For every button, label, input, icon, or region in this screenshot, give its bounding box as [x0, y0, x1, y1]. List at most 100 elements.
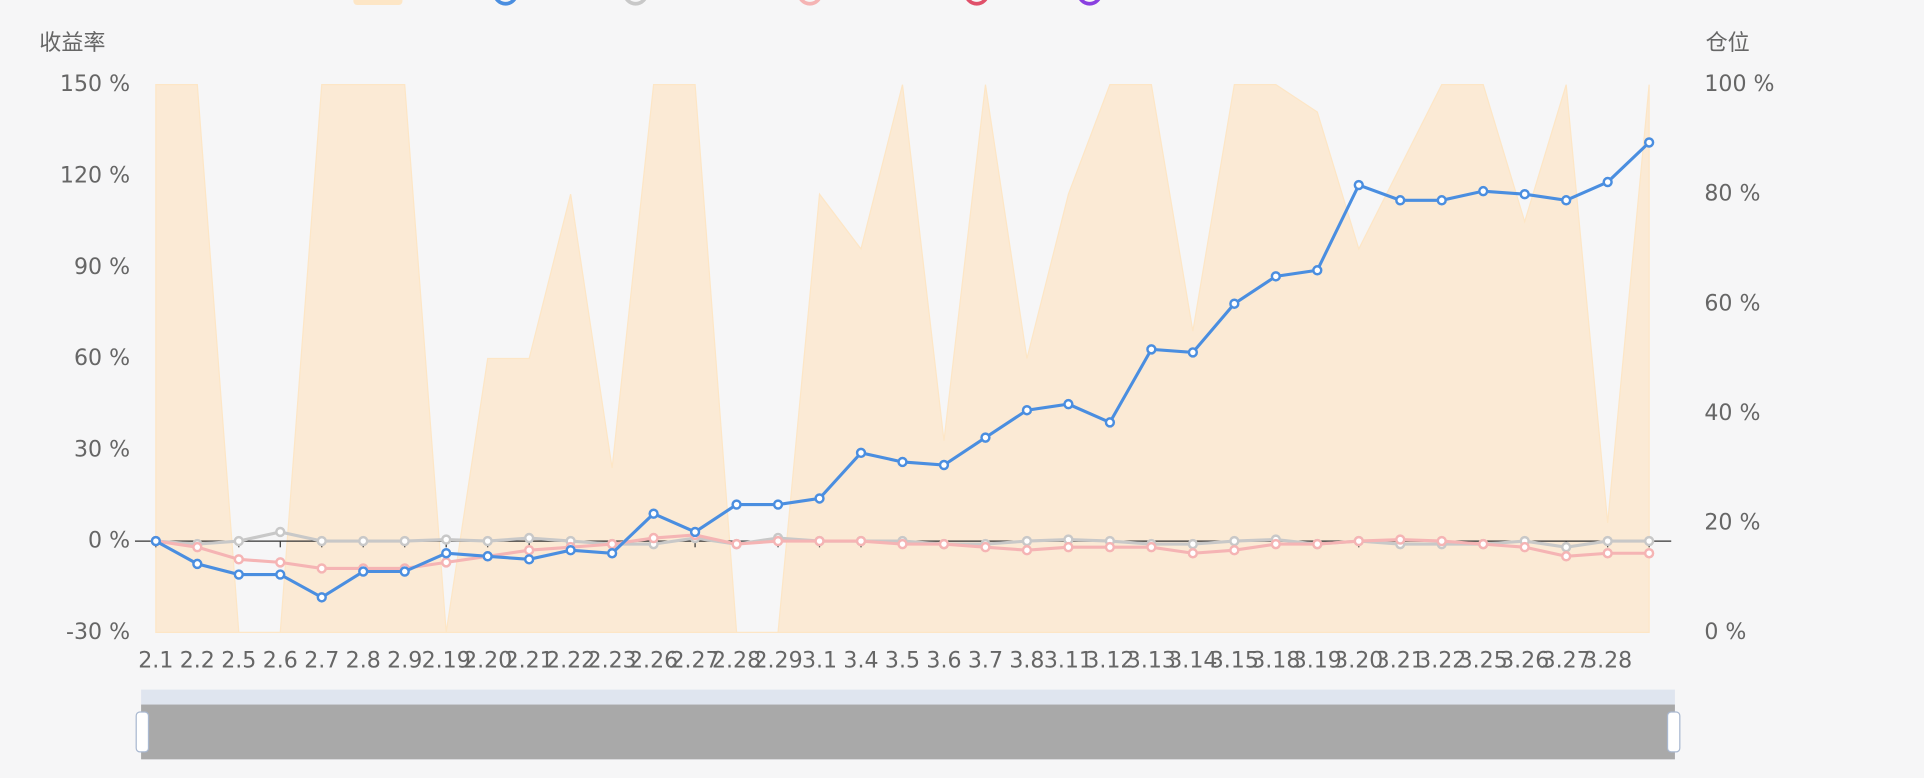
y-axis-label: 收益率 — [39, 30, 105, 56]
x-tick-label: 3.20 — [1334, 647, 1383, 673]
point — [1270, 271, 1281, 282]
zoom-handle-right[interactable] — [1666, 711, 1681, 753]
point — [316, 563, 327, 574]
point — [606, 538, 618, 550]
point — [1602, 548, 1613, 559]
x-tick-label: 2.7 — [304, 647, 339, 673]
x-tick-label: 3.18 — [1251, 647, 1300, 673]
point — [1643, 137, 1655, 148]
point — [689, 526, 701, 538]
x-tick-label: 3.6 — [926, 647, 961, 673]
y-tick-label: -30 % — [66, 619, 130, 645]
point — [1353, 535, 1364, 547]
point — [1312, 538, 1323, 550]
point — [1021, 535, 1033, 547]
point — [1436, 535, 1447, 547]
point — [441, 548, 452, 559]
point — [441, 557, 452, 568]
x-tick-label: 3.21 — [1376, 647, 1425, 673]
x-tick-label: 3.11 — [1044, 647, 1093, 673]
point — [358, 566, 369, 577]
point — [814, 535, 825, 547]
x-tick-label: 3.8 — [1009, 647, 1044, 673]
x-tick-label: 3.15 — [1210, 647, 1259, 673]
x-tick-label: 2.22 — [546, 647, 595, 673]
legend-icon — [966, 0, 988, 6]
point — [980, 432, 991, 443]
point — [1561, 195, 1572, 206]
y2-axis-label: 仓位 — [1706, 30, 1750, 56]
x-tick-label: 3.1 — [802, 647, 837, 673]
x-tick-label: 2.26 — [629, 647, 678, 673]
point — [316, 592, 327, 603]
x-tick-label: 3.13 — [1127, 647, 1176, 673]
legend-icon — [494, 0, 517, 6]
y-tick-label: 150 % — [60, 71, 130, 97]
x-tick-label: 2.6 — [263, 647, 298, 673]
point — [1229, 298, 1240, 309]
zoom-handle-left[interactable] — [135, 711, 150, 753]
point — [1353, 179, 1364, 191]
y-tick-label: 90 % — [74, 254, 130, 280]
point — [565, 544, 576, 556]
point — [1021, 544, 1033, 556]
x-tick-label: 3.14 — [1168, 647, 1217, 673]
point — [1270, 538, 1281, 550]
x-tick-label: 3.12 — [1085, 647, 1134, 673]
x-tick-label: 3.4 — [843, 647, 878, 673]
point — [1187, 538, 1199, 550]
point — [233, 554, 244, 565]
point — [1187, 347, 1199, 358]
point — [1146, 344, 1157, 355]
point — [1602, 176, 1613, 188]
point — [524, 544, 535, 556]
point — [482, 551, 493, 562]
legend-icon — [353, 0, 403, 5]
point — [814, 493, 825, 504]
x-tick-label: 2.27 — [671, 647, 720, 673]
legend-icon — [799, 0, 821, 6]
point — [897, 456, 908, 468]
point — [1519, 541, 1530, 553]
point — [316, 535, 327, 547]
zoom-selection — [141, 704, 1675, 760]
point — [1643, 548, 1655, 559]
point — [441, 534, 452, 545]
point — [358, 535, 369, 547]
point — [275, 526, 286, 538]
y-tick-label: 30 % — [74, 436, 130, 462]
point — [1561, 551, 1572, 562]
point — [399, 535, 410, 547]
y2-tick-label: 100 % — [1704, 71, 1774, 97]
point — [192, 541, 203, 553]
point — [1436, 195, 1447, 206]
x-tick-label: 2.5 — [221, 647, 256, 673]
y2-tick-label: 0 % — [1704, 619, 1746, 645]
x-tick-label: 3.26 — [1500, 647, 1549, 673]
point — [1229, 544, 1240, 556]
point — [855, 535, 867, 547]
point — [1478, 538, 1489, 550]
point — [1104, 417, 1116, 428]
x-tick-label: 3.22 — [1417, 647, 1466, 673]
y2-tick-label: 80 % — [1704, 181, 1760, 207]
legend-icons — [353, 0, 1101, 6]
point — [1312, 265, 1323, 276]
point — [897, 538, 908, 550]
x-tick-label: 3.7 — [968, 647, 1003, 673]
point — [772, 499, 784, 510]
point — [1146, 541, 1157, 553]
point — [1395, 195, 1406, 206]
x-tick-label: 3.5 — [885, 647, 920, 673]
x-tick-label: 2.1 — [138, 647, 173, 673]
point — [606, 548, 618, 559]
point — [275, 557, 286, 568]
data-zoom[interactable] — [135, 689, 1681, 760]
x-tick-label: 3.19 — [1293, 647, 1342, 673]
point — [482, 535, 493, 547]
x-tick-label: 2.9 — [387, 647, 422, 673]
position-area — [155, 84, 1650, 633]
legend-icon — [625, 0, 647, 6]
